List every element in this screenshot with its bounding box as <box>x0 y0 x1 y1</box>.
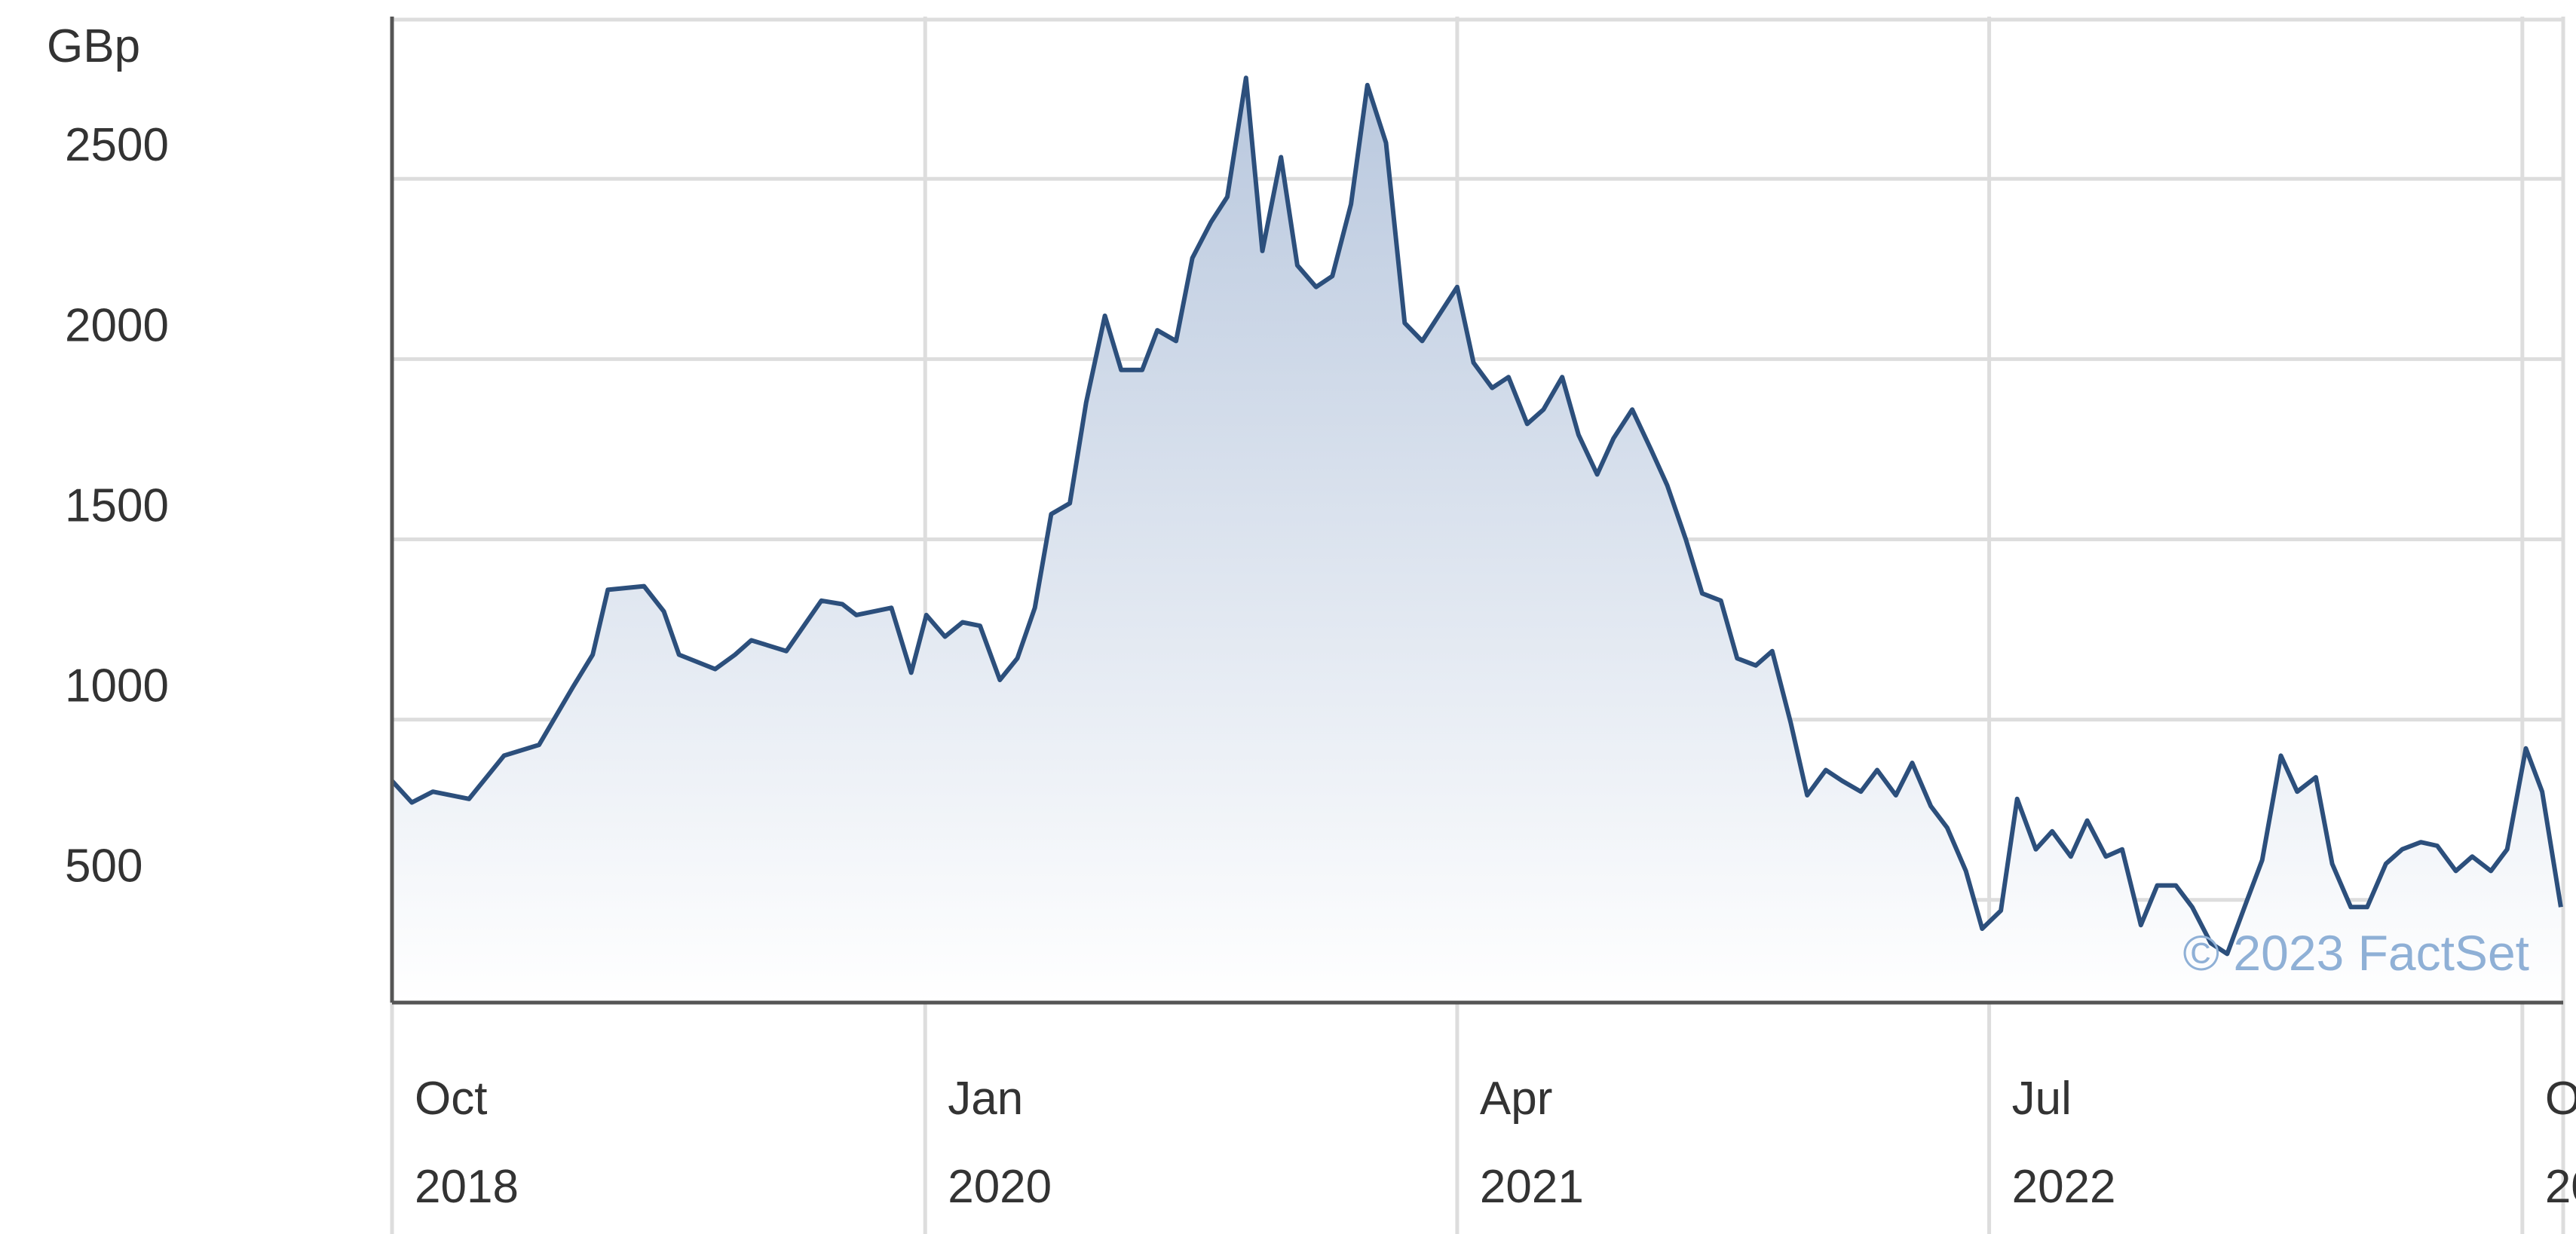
y-tick-label: 2000 <box>65 299 169 351</box>
x-tick-month: Oct <box>415 1073 487 1125</box>
x-tick-month: Jan <box>948 1073 1023 1125</box>
y-tick-label: 500 <box>65 841 142 893</box>
x-tick-month: Jul <box>2012 1073 2072 1125</box>
x-tick-month: Apr <box>1480 1073 1552 1125</box>
x-tick-year: 2023 <box>2545 1161 2576 1213</box>
y-tick-label: 1500 <box>65 479 169 531</box>
x-tick-year: 2022 <box>2012 1161 2116 1213</box>
price-line <box>390 75 2563 957</box>
x-tick-year: 2018 <box>415 1161 519 1213</box>
x-tick-year: 2021 <box>1480 1161 1584 1213</box>
area-fill <box>392 78 2561 1003</box>
x-tick-year: 2020 <box>948 1161 1052 1213</box>
y-axis-unit: GBp <box>47 20 140 72</box>
area-series <box>390 75 2563 1003</box>
y-tick-label: 2500 <box>65 119 169 171</box>
tick-labels: 500 1000 1500 2000 2500 Oct 2018 Jan 2020 Apr 2021… <box>65 119 2576 1213</box>
x-tick-month: Oct <box>2545 1073 2576 1125</box>
y-tick-label: 1000 <box>65 660 169 712</box>
copyright-watermark: © 2023 FactSet <box>2182 925 2529 981</box>
axes <box>390 17 2563 1005</box>
